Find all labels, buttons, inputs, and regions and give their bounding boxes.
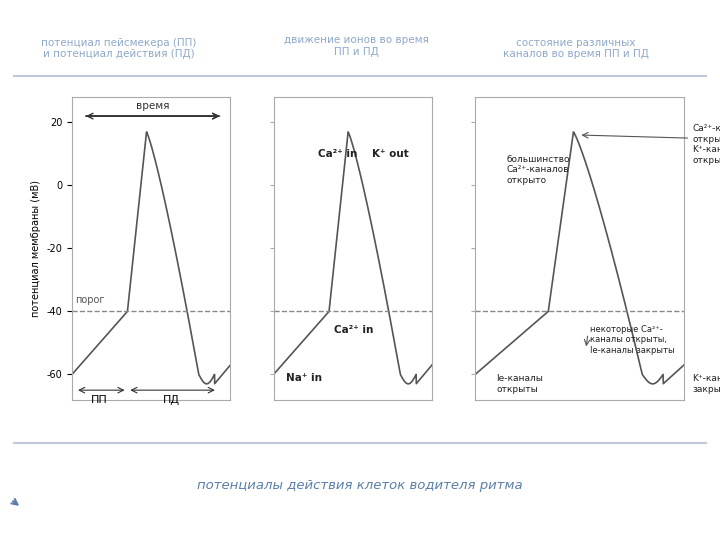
Text: потенциалы действия клеток водителя ритма: потенциалы действия клеток водителя ритм… (197, 480, 523, 492)
Text: Na⁺ in: Na⁺ in (287, 373, 323, 382)
Y-axis label: потенциал мембраны (мВ): потенциал мембраны (мВ) (31, 180, 41, 317)
Text: ПП: ПП (91, 395, 108, 405)
Text: состояние различных
каналов во время ПП и ПД: состояние различных каналов во время ПП … (503, 38, 649, 59)
Text: Iе-каналы
открыты: Iе-каналы открыты (496, 374, 543, 394)
Text: Ca²⁺ in: Ca²⁺ in (318, 149, 357, 159)
Text: время: время (136, 102, 169, 111)
Text: потенциал пейсмекера (ПП)
и потенциал действия (ПД): потенциал пейсмекера (ПП) и потенциал де… (41, 38, 197, 59)
Text: некоторые Ca²⁺-
каналы открыты,
Iе-каналы закрыты: некоторые Ca²⁺- каналы открыты, Iе-канал… (590, 325, 675, 355)
Text: K⁺ out: K⁺ out (372, 149, 408, 159)
Text: ПД: ПД (163, 395, 180, 405)
Text: движение ионов во время
ПП и ПД: движение ионов во время ПП и ПД (284, 35, 429, 57)
Text: порог: порог (75, 295, 104, 305)
Text: Ca²⁺ in: Ca²⁺ in (334, 325, 373, 335)
Text: K⁺-каналы
закрыты: K⁺-каналы закрыты (693, 374, 720, 394)
Text: большинство
Ca²⁺-каналов
открыто: большинство Ca²⁺-каналов открыто (507, 155, 570, 185)
Text: Ca²⁺-каналы
открыты,
K⁺-каналы
открыты: Ca²⁺-каналы открыты, K⁺-каналы открыты (693, 124, 720, 165)
